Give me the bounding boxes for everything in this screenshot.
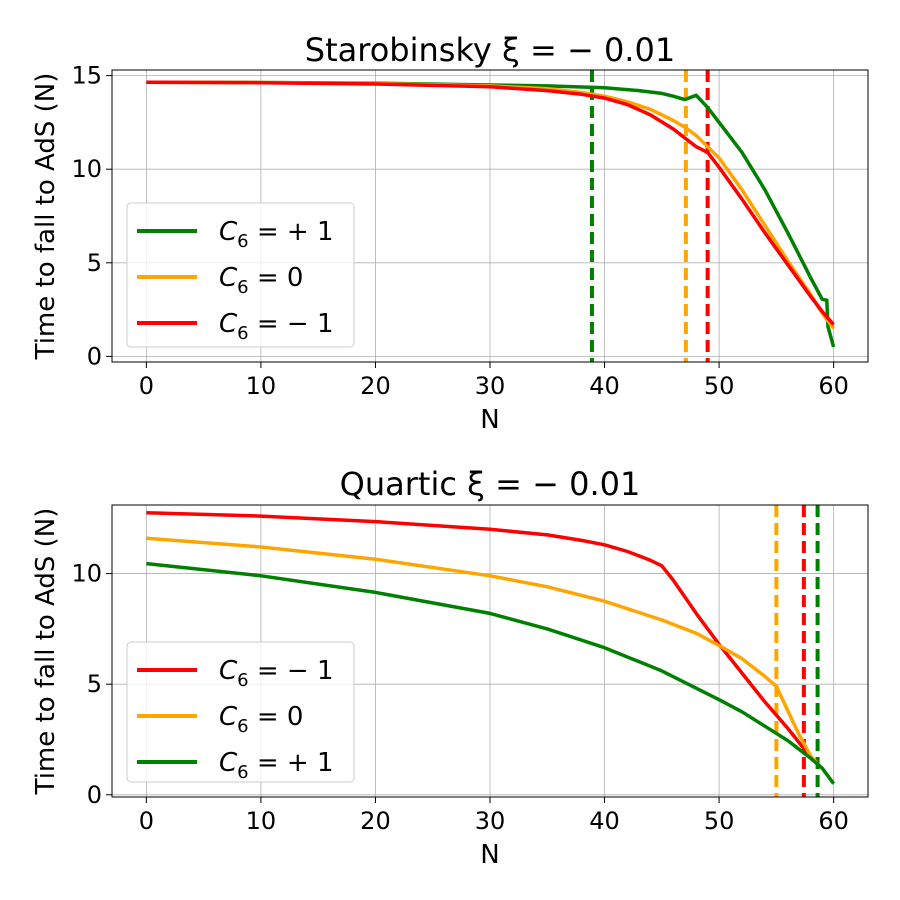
starobinsky-ticks: 0 10 20 30 40 50 60 0 5 10 15 (71, 62, 848, 400)
quartic-series (146, 510, 836, 785)
quartic-ylabel: Time to fall to AdS (N) (31, 508, 61, 796)
quartic-ytick-label: 0 (87, 781, 102, 809)
quartic-xtick-label: 60 (818, 807, 849, 835)
quartic-legend-label: C6 = 0 (219, 702, 303, 737)
starobinsky-xtick-label: 0 (139, 372, 154, 400)
starobinsky-legend-label: C6 = + 1 (219, 217, 334, 252)
quartic-legend-box (126, 641, 355, 783)
starobinsky-title: Starobinsky ξ = − 0.01 (305, 31, 675, 69)
quartic-panel: Quartic ξ = − 0.01 0 10 20 30 40 50 60 0 5 10 N T… (31, 465, 869, 870)
quartic-xtick-label: 40 (589, 807, 620, 835)
quartic-xtick-label: 50 (704, 807, 735, 835)
starobinsky-series (146, 80, 836, 348)
quartic-xtick-label: 0 (139, 807, 154, 835)
starobinsky-legend-box (126, 202, 355, 348)
quartic-xtick-label: 10 (246, 807, 277, 835)
starobinsky-series-line (146, 80, 835, 326)
quartic-legend-label: C6 = + 1 (219, 748, 334, 783)
quartic-xlabel: N (480, 840, 499, 870)
starobinsky-xtick-label: 40 (589, 372, 620, 400)
starobinsky-xtick-label: 30 (475, 372, 506, 400)
starobinsky-ytick-label: 10 (71, 155, 102, 183)
starobinsky-panel: Starobinsky ξ = − 0.01 0 10 20 30 40 50 60 0 5 10… (31, 31, 869, 435)
starobinsky-legend: C6 = + 1 C6 = 0 C6 = − 1 (126, 202, 355, 348)
starobinsky-legend-label: C6 = 0 (219, 263, 303, 298)
quartic-xtick-label: 30 (475, 807, 506, 835)
quartic-series-line (146, 561, 836, 785)
starobinsky-ytick-label: 0 (87, 342, 102, 370)
starobinsky-xtick-label: 10 (246, 372, 277, 400)
quartic-xtick-label: 20 (360, 807, 391, 835)
quartic-title: Quartic ξ = − 0.01 (340, 465, 641, 503)
starobinsky-xtick-label: 50 (704, 372, 735, 400)
quartic-legend: C6 = − 1 C6 = 0 C6 = + 1 (126, 641, 355, 783)
starobinsky-vlines (589, 70, 710, 362)
quartic-series-line (146, 510, 818, 764)
starobinsky-xtick-label: 60 (818, 372, 849, 400)
quartic-ytick-label: 5 (87, 670, 102, 698)
starobinsky-ytick-label: 15 (71, 62, 102, 90)
quartic-series-line (146, 536, 818, 764)
starobinsky-ytick-label: 5 (87, 249, 102, 277)
starobinsky-xtick-label: 20 (360, 372, 391, 400)
quartic-ticks: 0 10 20 30 40 50 60 0 5 10 (71, 560, 848, 835)
starobinsky-legend-label: C6 = − 1 (219, 309, 334, 344)
starobinsky-ylabel: Time to fall to AdS (N) (31, 73, 61, 361)
starobinsky-grid (112, 70, 868, 362)
quartic-legend-label: C6 = − 1 (219, 656, 334, 691)
quartic-ytick-label: 10 (71, 560, 102, 588)
starobinsky-xlabel: N (480, 405, 499, 435)
